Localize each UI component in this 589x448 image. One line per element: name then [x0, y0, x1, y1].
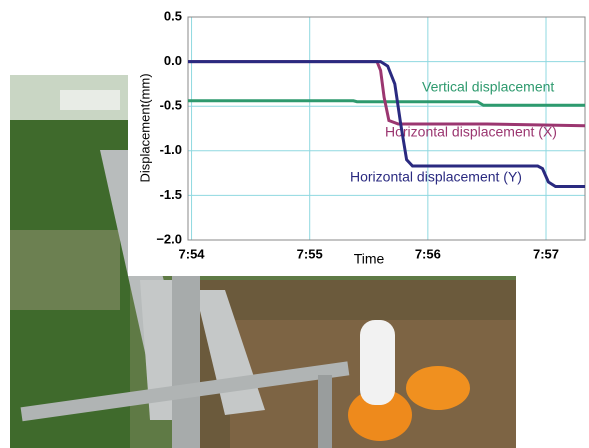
- y-tick-label: -0.5: [160, 98, 182, 113]
- series-label: Horizontal displacement (Y): [350, 169, 522, 185]
- y-tick-label: 0.0: [164, 53, 182, 68]
- x-axis-label: Time: [354, 251, 385, 267]
- x-tick-label: 7:55: [297, 246, 323, 261]
- y-tick-label: 0.5: [164, 8, 182, 23]
- y-tick-label: -1.0: [160, 142, 182, 157]
- x-tick-label: 7:54: [179, 246, 206, 261]
- x-tick-label: 7:56: [415, 246, 441, 261]
- screenshot: 0.5 0.0 -0.5 -1.0 -1.5 −2.07:54 7:55 7:56 7:57 Ti…: [0, 0, 589, 448]
- x-tick-label: 7:57: [533, 246, 559, 261]
- chart-panel: [128, 5, 589, 276]
- y-tick-label: -1.5: [160, 187, 182, 202]
- series-label: Vertical displacement: [422, 79, 554, 95]
- y-axis-label: Displacement(mm): [137, 73, 152, 182]
- y-tick-label: −2.0: [156, 231, 182, 246]
- series-label: Horizontal displacement (X): [385, 124, 557, 140]
